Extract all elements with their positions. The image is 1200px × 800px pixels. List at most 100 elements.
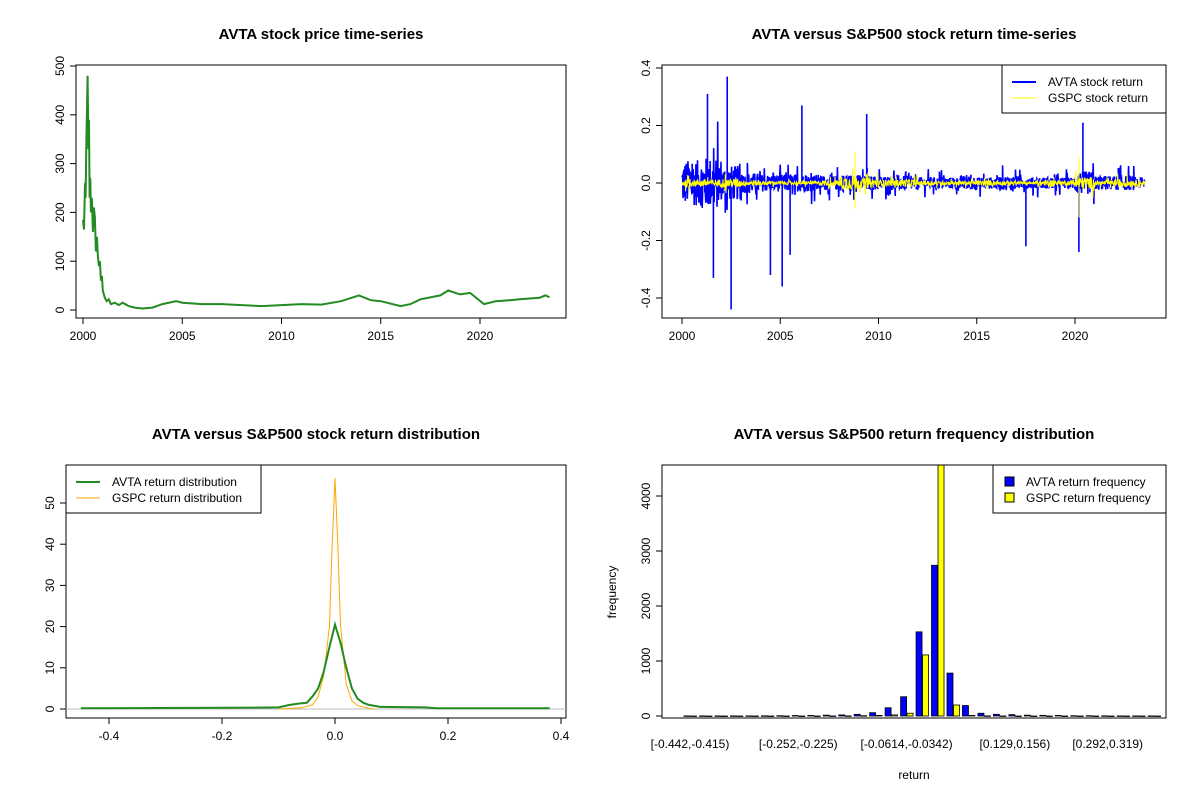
x-axis-label: return — [898, 768, 929, 782]
avta-bar — [1054, 715, 1062, 717]
y-tick-label: 50 — [43, 496, 57, 510]
gspc-bar — [1092, 715, 1100, 717]
gspc-bar — [1014, 715, 1022, 717]
x-tick-label: -0.4 — [99, 729, 120, 743]
avta-bar — [807, 715, 815, 717]
x-tick-label: 2005 — [767, 329, 794, 343]
avta-bar — [822, 714, 830, 717]
bars-group — [683, 465, 1161, 717]
avta-bar — [1023, 714, 1031, 717]
gspc-bar — [1061, 715, 1069, 717]
y-tick-label: 200 — [53, 202, 67, 222]
avta-bar — [962, 705, 969, 717]
y-tick-label: 0 — [639, 712, 653, 719]
chart-title: AVTA versus S&P500 stock return time-ser… — [752, 26, 1077, 43]
y-tick-label: 2000 — [639, 592, 653, 619]
avta-bar — [745, 715, 753, 717]
gspc-bar — [968, 715, 976, 717]
y-tick-label: 0 — [53, 306, 67, 313]
gspc-bar — [906, 712, 914, 717]
gspc-bar — [1030, 715, 1038, 717]
legend-label: AVTA return frequency — [1026, 475, 1146, 489]
y-tick-label: 4000 — [639, 482, 653, 509]
plot-frame — [661, 464, 1167, 719]
legend-label: AVTA return distribution — [112, 475, 237, 489]
avta-bar — [1116, 715, 1124, 717]
panel-returns: AVTA versus S&P500 stock return time-ser… — [639, 26, 1167, 343]
avta-bar — [683, 715, 691, 717]
gspc-bar — [1154, 715, 1161, 717]
gspc-bar — [721, 715, 728, 717]
gspc-return-line — [681, 151, 1146, 218]
gspc-bar — [1107, 715, 1115, 717]
x-tick-label: 2005 — [169, 329, 196, 343]
avta-bar — [993, 713, 1000, 717]
y-tick-label: 0.0 — [639, 174, 653, 191]
gspc-density-line — [278, 478, 375, 710]
gspc-bar — [999, 715, 1007, 717]
gspc-bar — [705, 715, 713, 717]
x-tick-label: 2010 — [865, 329, 892, 343]
avta-bar — [730, 715, 737, 717]
gspc-bar — [751, 715, 759, 717]
gspc-bar — [953, 704, 960, 717]
legend-swatch — [1004, 492, 1015, 503]
plot-frame — [75, 64, 567, 319]
x-tick-label: 0.0 — [327, 729, 344, 743]
gspc-bar — [891, 714, 899, 717]
chart-title: AVTA stock price time-series — [219, 26, 424, 43]
y-tick-label: 10 — [43, 661, 57, 675]
y-tick-label: 3000 — [639, 537, 653, 564]
gspc-bar — [690, 715, 697, 717]
legend-label: AVTA stock return — [1048, 75, 1143, 89]
x-tick-label: 2020 — [467, 329, 494, 343]
plot-frame — [65, 464, 567, 719]
y-tick-label: 30 — [43, 578, 57, 592]
avta-bar — [946, 672, 954, 717]
x-tick-label: 2020 — [1062, 329, 1089, 343]
legend-box — [65, 464, 262, 514]
avta-bar — [853, 713, 861, 717]
gspc-bar — [875, 715, 883, 717]
y-tick-label: 40 — [43, 537, 57, 551]
x-tick-label: 2000 — [669, 329, 696, 343]
avta-bar — [838, 714, 846, 717]
gspc-bar — [829, 715, 837, 717]
gspc-bar — [782, 715, 790, 717]
gspc-bar — [736, 715, 744, 717]
x-bin-label: [0.129,0.156) — [980, 737, 1051, 751]
gspc-bar — [844, 715, 852, 717]
y-tick-label: 20 — [43, 620, 57, 634]
gspc-bar — [937, 465, 945, 717]
x-tick-label: 2010 — [268, 329, 295, 343]
avta-bar — [1039, 714, 1047, 717]
avta-bar — [1085, 715, 1093, 717]
x-bin-label: [-0.0614,-0.0342) — [861, 737, 953, 751]
avta-bar — [900, 696, 907, 717]
x-bin-label: [-0.252,-0.225) — [759, 737, 838, 751]
gspc-bar — [984, 715, 991, 717]
y-tick-label: 0.4 — [639, 59, 653, 76]
y-axis-label: frequency — [605, 566, 619, 619]
gspc-bar — [922, 654, 929, 717]
gspc-bar — [1076, 715, 1084, 717]
avta-bar — [869, 712, 877, 717]
chart-title: AVTA versus S&P500 stock return distribu… — [152, 426, 480, 443]
gspc-bar — [813, 715, 821, 717]
avta-bar — [977, 712, 985, 717]
legend-label: GSPC return distribution — [112, 491, 242, 505]
panel-histogram: AVTA versus S&P500 return frequency dist… — [605, 426, 1167, 782]
avta-bar — [1132, 715, 1140, 717]
x-tick-label: -0.2 — [212, 729, 233, 743]
y-tick-label: 0.2 — [639, 117, 653, 134]
gspc-bar — [1045, 715, 1053, 717]
x-bin-label: [0.292,0.319) — [1072, 737, 1143, 751]
y-tick-label: 300 — [53, 153, 67, 173]
panel-density: AVTA versus S&P500 stock return distribu… — [43, 426, 570, 743]
avta-bar — [714, 715, 722, 717]
gspc-bar — [767, 715, 775, 717]
legend-box — [992, 464, 1167, 514]
gspc-bar — [860, 715, 868, 717]
price-line — [82, 75, 550, 310]
